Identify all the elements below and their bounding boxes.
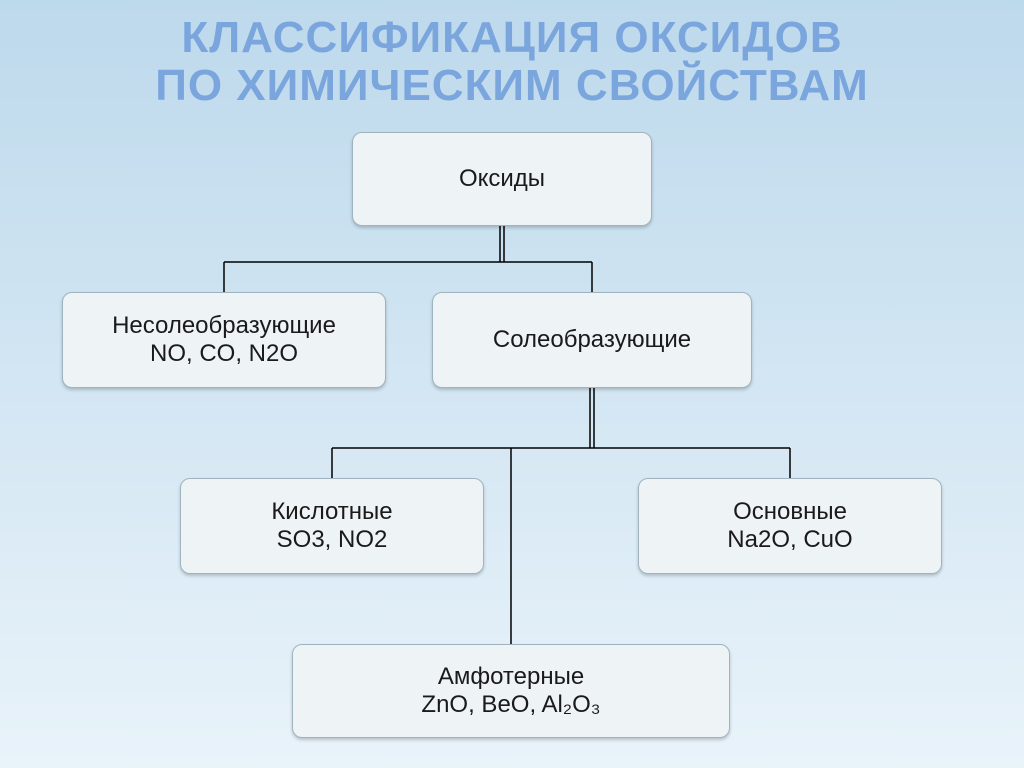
node-text-line: Солеобразующие bbox=[493, 326, 691, 354]
node-text-line: Na2O, CuO bbox=[727, 526, 852, 554]
node-text-line: Амфотерные bbox=[438, 663, 584, 691]
slide-title: КЛАССИФИКАЦИЯ ОКСИДОВ ПО ХИМИЧЕСКИМ СВОЙ… bbox=[0, 0, 1024, 111]
node-text-line: SO3, NO2 bbox=[277, 526, 388, 554]
title-line-1: КЛАССИФИКАЦИЯ ОКСИДОВ bbox=[181, 13, 842, 62]
node-acidic: КислотныеSO3, NO2 bbox=[180, 478, 484, 574]
node-text-line: Основные bbox=[733, 498, 847, 526]
node-root: Оксиды bbox=[352, 132, 652, 226]
node-text-line: Кислотные bbox=[271, 498, 392, 526]
title-line-2: ПО ХИМИЧЕСКИМ СВОЙСТВАМ bbox=[155, 61, 869, 110]
node-amphoteric: АмфотерныеZnO, BeO, Al₂O₃ bbox=[292, 644, 730, 738]
node-text-line: NO, CO, N2O bbox=[150, 340, 298, 368]
node-salt-forming: Солеобразующие bbox=[432, 292, 752, 388]
node-text-line: Оксиды bbox=[459, 165, 545, 193]
node-text-line: ZnO, BeO, Al₂O₃ bbox=[421, 691, 600, 719]
node-non-salt-forming: НесолеобразующиеNO, CO, N2O bbox=[62, 292, 386, 388]
node-text-line: Несолеобразующие bbox=[112, 312, 336, 340]
node-basic: ОсновныеNa2O, CuO bbox=[638, 478, 942, 574]
